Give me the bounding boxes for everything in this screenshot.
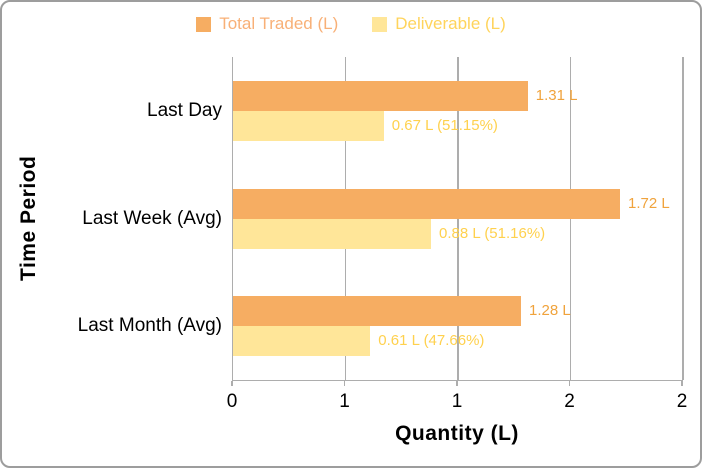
legend-label-deliverable: Deliverable (L) (395, 14, 506, 33)
x-tick-mark (681, 381, 683, 386)
bar-data-label: 1.31 L (535, 86, 578, 104)
plot-area: 1.31 L 0.67 L (51.15%) 1.72 L 0.88 L (51.16… (232, 57, 684, 381)
x-tick-label: 2 (564, 391, 575, 412)
gridline (682, 57, 684, 380)
category-label: Last Week (Avg) (82, 207, 222, 229)
deliverable-swatch-icon (372, 16, 388, 32)
gridline (457, 57, 459, 380)
x-tick-label: 2 (676, 391, 688, 412)
category-label: Last Month (Avg) (77, 315, 222, 337)
x-tick-label: 0 (226, 391, 238, 412)
total-traded-bar: 1.72 L (233, 188, 670, 219)
x-tick-mark (231, 381, 233, 386)
x-tick-mark (456, 381, 458, 386)
x-tick-label: 1 (451, 391, 463, 412)
bar-data-label: 1.72 L (628, 194, 670, 212)
x-axis-title: Quantity (L) (395, 422, 519, 445)
bar-data-label: 0.88 L (51.16%) (439, 224, 546, 242)
legend-label-total-traded: Total Traded (L) (219, 14, 339, 33)
gridline (569, 57, 572, 380)
bar-data-label: 0.67 L (51.15%) (391, 116, 498, 134)
deliverable-bar: 0.61 L (47.66%) (233, 326, 484, 357)
total-traded-bar: 1.31 L (233, 80, 577, 111)
deliverable-bar: 0.88 L (51.16%) (233, 218, 545, 249)
category-label: Last Day (147, 99, 222, 121)
deliverable-bar: 0.67 L (51.15%) (233, 110, 498, 141)
bar-data-label: 0.61 L (47.66%) (378, 332, 485, 350)
legend-item-total-traded: Total Traded (L) (196, 14, 338, 34)
x-tick-mark (568, 381, 571, 386)
legend: Total Traded (L) Deliverable (L) (2, 14, 700, 34)
total-traded-swatch-icon (196, 16, 212, 32)
legend-item-deliverable: Deliverable (L) (372, 14, 506, 34)
total-traded-bar: 1.28 L (233, 296, 571, 327)
bar-data-label: 1.28 L (529, 302, 571, 320)
x-tick-label: 1 (339, 391, 350, 412)
x-tick-mark (343, 381, 346, 386)
